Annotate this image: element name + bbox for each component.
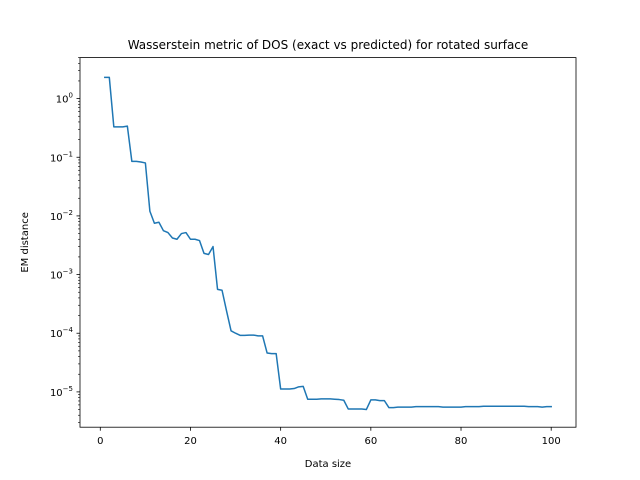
y-axis-label: EM distance [20, 212, 31, 273]
axes-frame [79, 57, 577, 428]
plot-area [104, 76, 552, 411]
y-tick-label: 100 [56, 92, 73, 106]
x-tick-label: 40 [274, 436, 287, 447]
y-tick-label: 10−2 [50, 209, 73, 223]
x-tick-label: 60 [364, 436, 377, 447]
y-tick-label: 10−1 [50, 150, 73, 164]
x-tick-label: 100 [542, 436, 561, 447]
chart-title: Wasserstein metric of DOS (exact vs pred… [128, 38, 529, 52]
y-tick-label: 10−3 [50, 268, 73, 282]
x-tick-label: 20 [184, 436, 197, 447]
x-axis: 0 20 40 60 80 100 [97, 427, 561, 447]
y-tick-label: 10−4 [50, 326, 74, 340]
y-tick-label: 10−5 [50, 385, 73, 399]
x-tick-label: 80 [455, 436, 468, 447]
x-tick-label: 0 [97, 436, 103, 447]
series-line-0 [104, 76, 552, 411]
x-axis-label: Data size [305, 459, 351, 470]
